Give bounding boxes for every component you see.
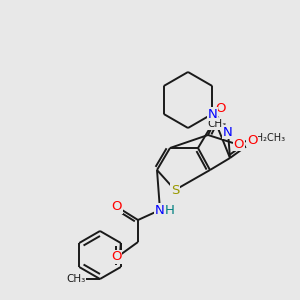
Text: CH₃: CH₃ — [66, 274, 85, 284]
Text: O: O — [215, 103, 225, 116]
Text: N: N — [207, 107, 217, 121]
Text: O: O — [112, 200, 122, 214]
Text: CH₃: CH₃ — [207, 119, 226, 129]
Text: N: N — [155, 203, 165, 217]
Text: N: N — [223, 125, 233, 139]
Text: CH₂CH₃: CH₂CH₃ — [250, 133, 286, 143]
Text: O: O — [111, 250, 121, 263]
Text: S: S — [171, 184, 179, 196]
Text: H: H — [165, 203, 175, 217]
Text: O: O — [247, 134, 257, 146]
Text: O: O — [234, 137, 244, 151]
